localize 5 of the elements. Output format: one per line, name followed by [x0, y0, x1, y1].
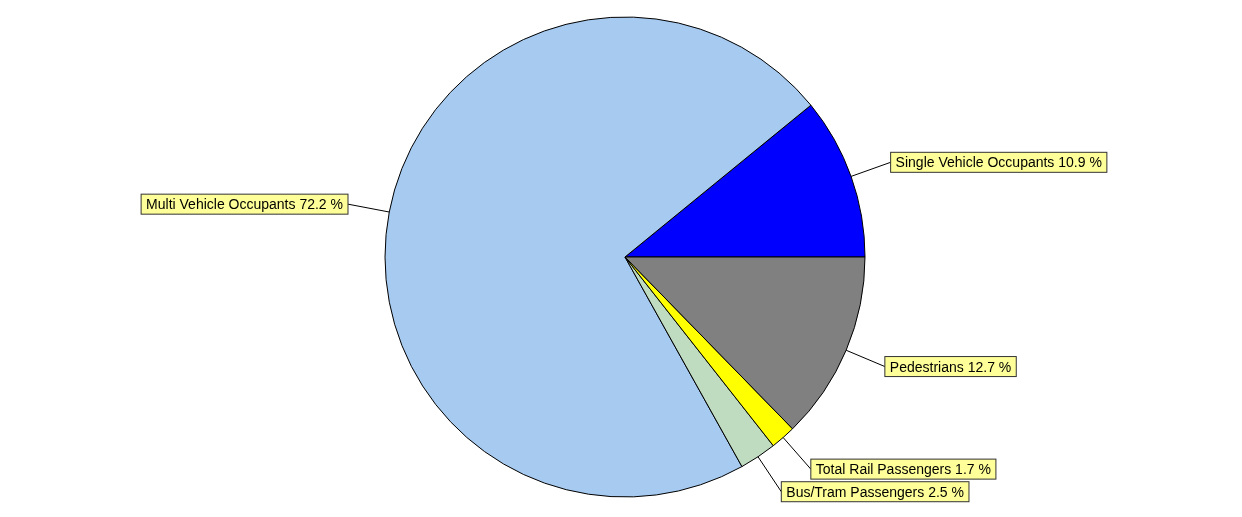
slice-label: Total Rail Passengers 1.7 %	[815, 461, 991, 478]
slice-label: Multi Vehicle Occupants 72.2 %	[146, 196, 343, 213]
slice-label: Single Vehicle Occupants 10.9 %	[895, 154, 1102, 171]
slice-label: Pedestrians 12.7 %	[889, 358, 1012, 375]
slice-label: Bus/Tram Passengers 2.5 %	[786, 483, 964, 500]
